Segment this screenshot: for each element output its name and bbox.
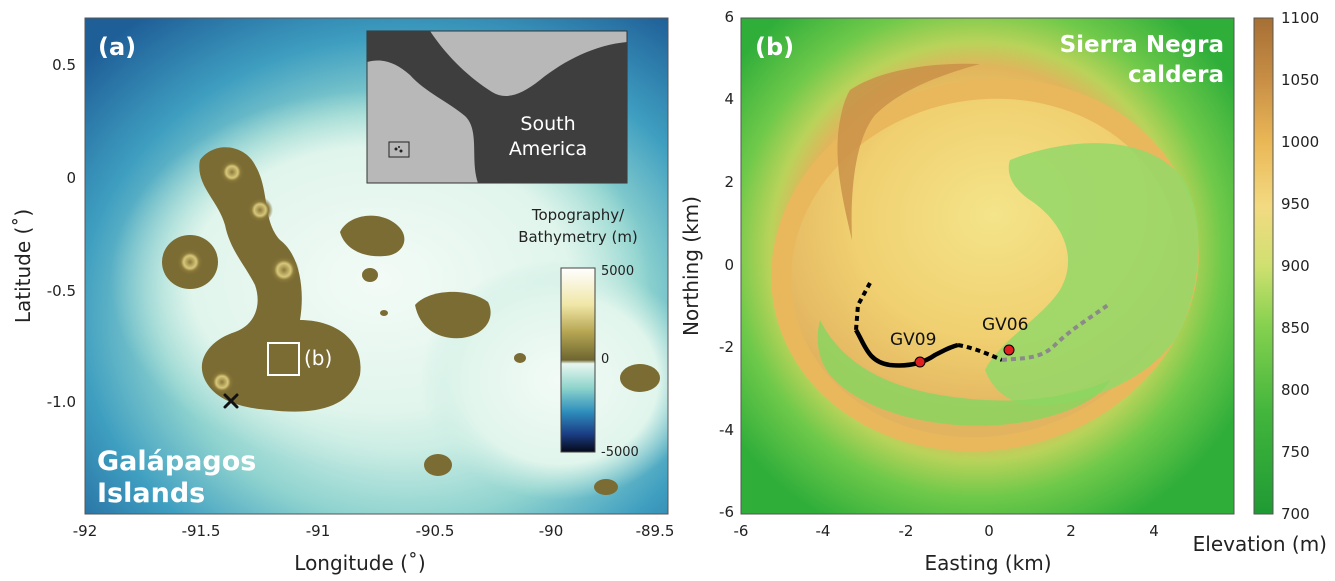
santa-cruz-island	[415, 291, 491, 339]
x-tick-a: -92	[73, 522, 98, 540]
y-axis-label-a: Latitude (˚)	[11, 209, 35, 323]
colorbar-b-tick: 1050	[1281, 71, 1319, 89]
colorbar-b-tick: 700	[1281, 505, 1310, 523]
x-tick-a: -89.5	[636, 522, 675, 540]
y-tick-a: -0.5	[47, 282, 76, 300]
box-label: (b)	[304, 346, 332, 370]
y-tick-b: -2	[719, 338, 734, 356]
y-tick-b: 4	[724, 90, 734, 108]
panel-a-map	[85, 18, 668, 514]
colorbar-b-tick: 1000	[1281, 133, 1319, 151]
station-label-gv06: GV06	[982, 315, 1028, 335]
x-axis-label-a: Longitude (˚)	[294, 551, 425, 575]
station-marker-gv06	[1003, 344, 1015, 356]
y-tick-a: 0	[66, 169, 76, 187]
colorbar-a-title-line2: Bathymetry (m)	[518, 228, 638, 246]
x-tick-b: 4	[1149, 522, 1159, 540]
colorbar-b-tick: 1100	[1281, 9, 1319, 27]
caldera-title-line1: Sierra Negra	[1060, 32, 1224, 58]
x-tick-a: -90.5	[416, 522, 455, 540]
x-tick-a: -91.5	[182, 522, 221, 540]
x-axis-label-b: Easting (km)	[924, 551, 1051, 575]
x-tick-b: -4	[816, 522, 831, 540]
y-tick-a: 0.5	[52, 56, 76, 74]
colorbar-a-tick: 0	[601, 352, 609, 367]
caldera-box	[267, 342, 300, 376]
colorbar-a-title-line1: Topography/	[531, 206, 625, 224]
colorbar-b-tick: 800	[1281, 381, 1310, 399]
x-tick-b: -2	[899, 522, 914, 540]
colorbar-b-tick: 950	[1281, 195, 1310, 213]
y-axis-label-b: Northing (km)	[679, 196, 703, 336]
panel-a-label: (a)	[98, 33, 136, 61]
colorbar-b-tick: 900	[1281, 257, 1310, 275]
inset-label-line2: America	[509, 138, 587, 160]
x-tick-b: 2	[1066, 522, 1076, 540]
inset-label-line1: South	[520, 113, 575, 135]
elevation-colorbar-label: Elevation (m)	[1193, 532, 1327, 556]
station-label-gv09: GV09	[890, 330, 936, 350]
y-tick-b: -6	[719, 503, 734, 521]
colorbar-a-tick: 5000	[601, 264, 634, 279]
station-marker-gv09	[914, 356, 926, 368]
x-tick-b: 0	[984, 522, 994, 540]
colorbar-a-tick: -5000	[601, 445, 639, 460]
colorbar-b-tick: 750	[1281, 443, 1310, 461]
inset-map	[366, 30, 628, 184]
region-label-line2: Islands	[97, 478, 205, 509]
region-label-line1: Galápagos	[97, 446, 256, 477]
y-tick-a: -1.0	[47, 393, 76, 411]
y-tick-b: -4	[719, 421, 734, 439]
y-tick-b: 2	[724, 173, 734, 191]
topography-colorbar	[560, 267, 596, 453]
y-tick-b: 0	[724, 256, 734, 274]
x-tick-b: -6	[734, 522, 749, 540]
panel-b-label: (b)	[755, 33, 794, 61]
x-tick-a: -90	[539, 522, 564, 540]
location-x-marker	[223, 393, 239, 409]
caldera-title-line2: caldera	[1128, 62, 1224, 88]
x-tick-a: -91	[306, 522, 331, 540]
santiago-island	[340, 215, 405, 257]
colorbar-b-tick: 850	[1281, 319, 1310, 337]
elevation-colorbar	[1253, 17, 1274, 515]
y-tick-b: 6	[724, 8, 734, 26]
panel-b-map	[741, 18, 1234, 514]
